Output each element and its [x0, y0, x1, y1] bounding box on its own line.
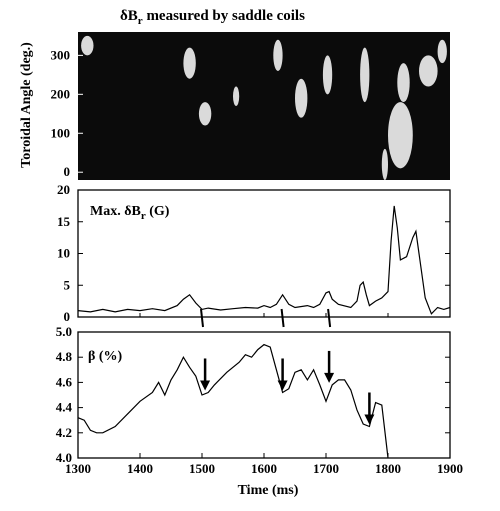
beta-xtick-label: 1800	[375, 461, 401, 476]
beta-arrow-head	[324, 372, 335, 383]
heatmap-panel: Toroidal Angle (deg.) 0 100 200 300	[19, 32, 450, 180]
dbr-label-sub: r	[141, 210, 146, 222]
figure-title-rest: measured by saddle coils	[143, 8, 305, 24]
heatmap-ytick-label: 0	[64, 164, 71, 179]
heatmap-ytick-label: 100	[51, 125, 71, 140]
x-axis-label: Time (ms)	[238, 483, 299, 498]
heatmap-plot	[78, 32, 450, 180]
heatmap-bright-region	[419, 55, 438, 87]
beta-panel: β (%) 4.0 4.2 4.4 4.6 4.8 5.0 1300 1400 1500 160…	[56, 313, 463, 498]
beta-ytick-label: 4.2	[56, 425, 72, 440]
dbr-frame	[77, 189, 451, 318]
dbr-ytick-label: 0	[64, 309, 71, 324]
heatmap-bright-region	[295, 78, 308, 118]
beta-xtick-label: 1600	[251, 461, 277, 476]
dbr-ytick-label: 15	[57, 214, 71, 229]
beta-ytick-label: 4.0	[56, 450, 72, 465]
beta-arrow-head	[364, 414, 375, 425]
beta-xtick-label: 1500	[189, 461, 215, 476]
figure-title-main: δB	[120, 8, 138, 24]
heatmap-bright-region	[437, 39, 447, 64]
beta-arrow-head	[277, 380, 288, 391]
heatmap-bright-region	[381, 148, 388, 180]
heatmap-background	[78, 32, 450, 180]
figure-title-sub: r	[138, 15, 143, 27]
dbr-ytick-label: 5	[64, 277, 71, 292]
heatmap-bright-region	[183, 47, 196, 79]
beta-xtick-label: 1700	[313, 461, 339, 476]
figure-title: δBr measured by saddle coils	[120, 8, 305, 27]
beta-arrow-head	[200, 380, 211, 391]
beta-ytick-label: 4.8	[56, 349, 73, 364]
heatmap-bright-region	[360, 47, 370, 103]
heatmap-bright-region	[198, 102, 212, 126]
dbr-markers	[200, 308, 332, 328]
dbr-yticks: 0 5 10 15 20	[57, 182, 450, 324]
heatmap-ytick-label: 300	[51, 47, 71, 62]
dbr-marker	[327, 308, 332, 328]
beta-frame	[77, 331, 451, 459]
dbr-series-line	[77, 205, 451, 315]
dbr-label-rest: (G)	[146, 204, 170, 219]
heatmap-bright-region	[322, 55, 333, 95]
heatmap-bright-region	[233, 86, 240, 107]
beta-arrows	[200, 350, 375, 425]
heatmap-bright-region	[397, 63, 410, 103]
beta-series-line	[77, 343, 389, 459]
dbr-ytick-label: 10	[57, 246, 70, 261]
dbr-marker	[200, 308, 204, 328]
dbr-panel: Max. δBr (G) 0 5 10 15 20	[57, 182, 451, 328]
dbr-marker	[280, 308, 285, 328]
heatmap-yticks: 0 100 200 300	[51, 47, 83, 179]
beta-ytick-label: 4.6	[56, 374, 73, 389]
beta-ytick-label: 5.0	[56, 324, 72, 339]
beta-xtick-label: 1300	[65, 461, 91, 476]
heatmap-bright-region	[273, 39, 283, 71]
dbr-label-main: Max. δB	[90, 204, 141, 219]
dbr-label: Max. δBr (G)	[90, 204, 170, 222]
beta-yticks: 4.0 4.2 4.4 4.6 4.8 5.0	[56, 324, 450, 465]
heatmap-bright-region	[81, 35, 94, 56]
heatmap-ylabel: Toroidal Angle (deg.)	[19, 42, 34, 168]
beta-label: β (%)	[88, 349, 123, 364]
heatmap-bright-region	[388, 102, 413, 169]
beta-xtick-label: 1400	[127, 461, 153, 476]
dbr-ytick-label: 20	[57, 182, 70, 197]
beta-ytick-label: 4.4	[56, 400, 73, 415]
beta-xtick-label: 1900	[437, 461, 463, 476]
beta-xticks: 1300 1400 1500 1600 1700 1800 1900	[65, 313, 463, 476]
heatmap-ytick-label: 200	[51, 86, 71, 101]
